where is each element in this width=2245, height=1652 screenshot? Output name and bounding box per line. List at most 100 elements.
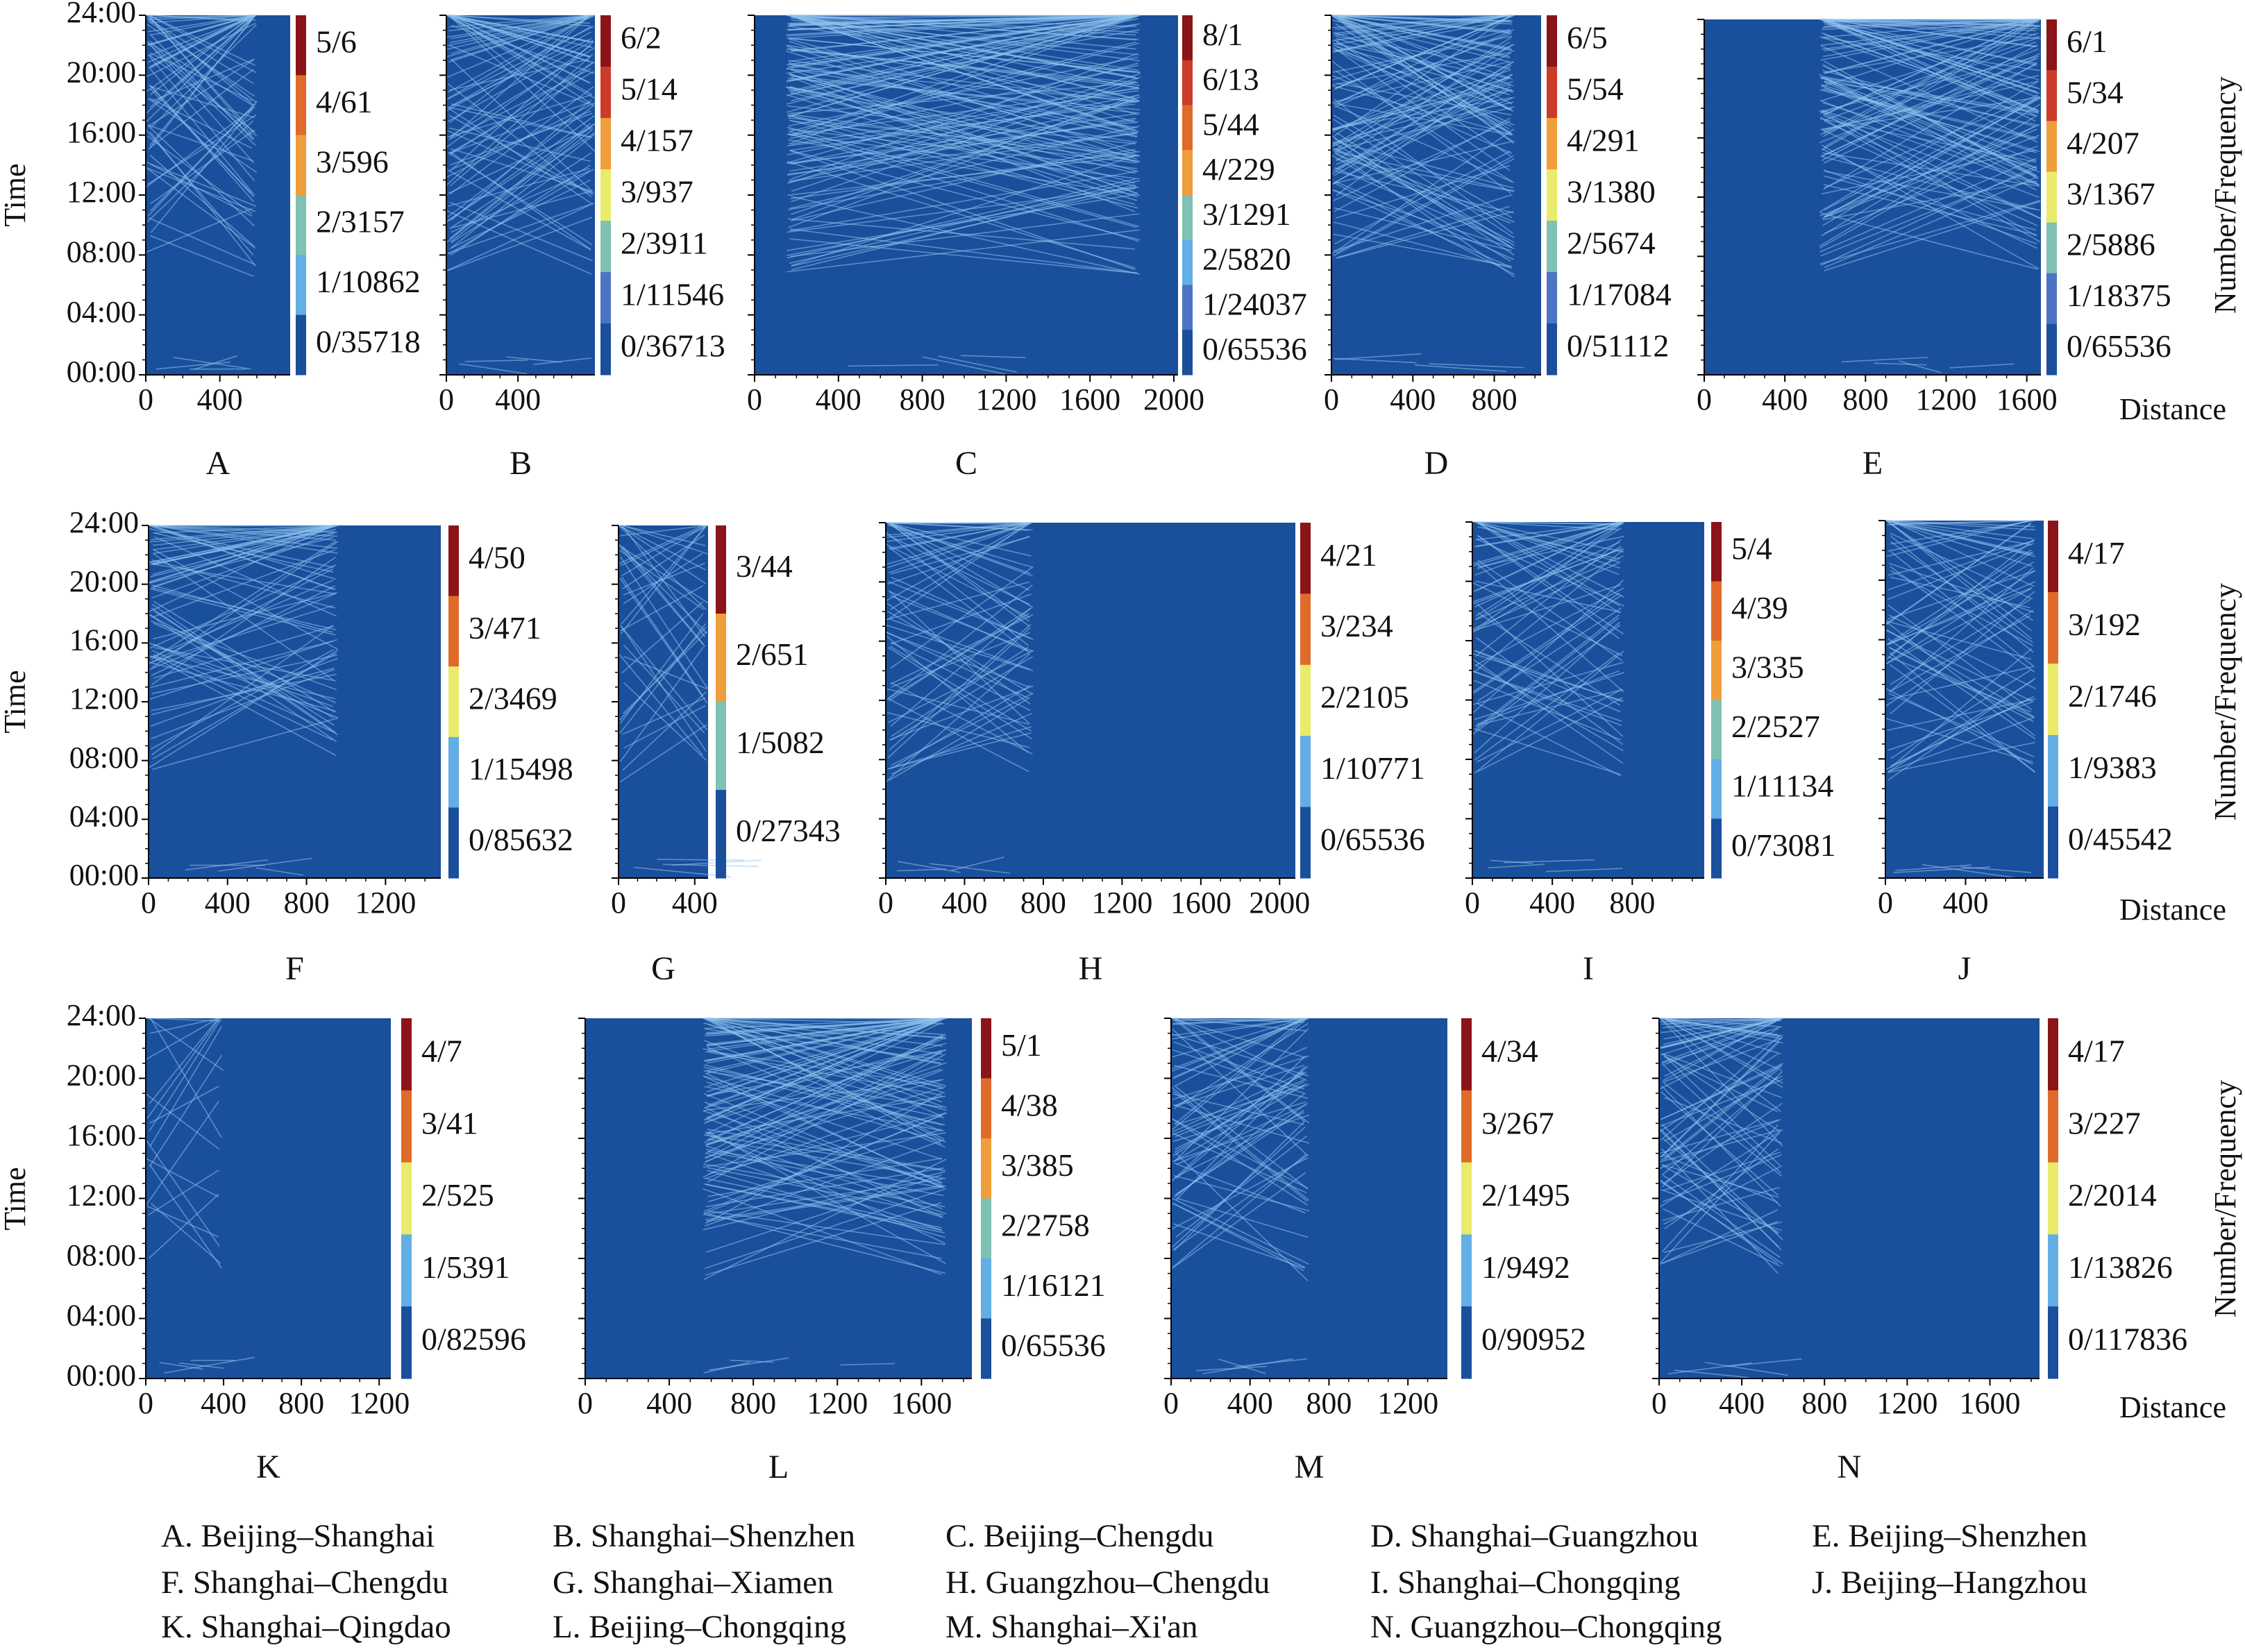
colorbar-segment [600, 118, 611, 170]
colorbar-segment [401, 1306, 412, 1379]
colorbar-label: 6/2 [621, 20, 662, 56]
colorbar-label: 2/2105 [1320, 680, 1409, 715]
x-tick-label: 800 [1306, 1386, 1352, 1420]
colorbar-title: Number/Frequency [2208, 583, 2242, 820]
colorbar-segment [1711, 582, 1722, 641]
colorbar-label: 5/4 [1731, 530, 1772, 566]
y-tick-label: 08:00 [69, 741, 139, 775]
panel-letter: G [651, 950, 675, 987]
colorbar-segment [716, 525, 726, 614]
colorbar-label: 3/44 [736, 548, 793, 584]
colorbar-label: 1/24037 [1202, 286, 1307, 321]
y-tick-label: 16:00 [69, 623, 139, 657]
colorbar-segment [401, 1090, 412, 1163]
y-tick-label: 08:00 [67, 235, 136, 269]
x-tick-label: 800 [278, 1386, 324, 1420]
panel-letter: K [256, 1449, 280, 1485]
colorbar-segment [2048, 735, 2058, 807]
colorbar-segment [296, 255, 306, 315]
x-tick-label: 800 [1609, 886, 1655, 920]
heatmap-background [446, 15, 595, 375]
colorbar-label: 3/1380 [1567, 174, 1656, 210]
route-legend-item: M. Shanghai–Xi'an [945, 1609, 1198, 1645]
route-legend-item: J. Beijing–Hangzhou [1812, 1565, 2087, 1601]
y-tick-label: 16:00 [67, 1118, 136, 1152]
panel-letter: F [285, 950, 304, 987]
panel-letter: B [510, 445, 532, 482]
colorbar-label: 1/5391 [421, 1249, 510, 1285]
colorbar-label: 1/18375 [2067, 278, 2171, 313]
x-tick-label: 800 [1842, 382, 1888, 416]
colorbar-label: 3/234 [1320, 608, 1393, 643]
y-axis-title: Time [0, 163, 32, 226]
colorbar-segment [1547, 15, 1557, 67]
colorbar-segment [296, 315, 306, 376]
colorbar-label: 5/44 [1202, 106, 1259, 142]
colorbar-segment [981, 1319, 991, 1379]
colorbar-segment [1547, 118, 1557, 170]
colorbar-label: 6/13 [1202, 62, 1259, 97]
colorbar-segment [448, 596, 459, 667]
y-tick-label: 24:00 [67, 998, 136, 1032]
colorbar-segment [448, 666, 459, 737]
colorbar-label: 4/17 [2068, 535, 2125, 571]
panel-letter: N [1838, 1449, 1862, 1485]
panel-letter: E [1863, 445, 1883, 482]
colorbar-segment [2046, 70, 2057, 121]
colorbar-segment [448, 807, 459, 878]
colorbar-segment [2048, 807, 2058, 879]
x-tick-label: 400 [941, 886, 987, 920]
colorbar-segment [2048, 521, 2058, 593]
x-tick-label: 1200 [1091, 886, 1152, 920]
colorbar-label: 2/2527 [1731, 709, 1820, 744]
colorbar-label: 3/1367 [2067, 176, 2155, 212]
colorbar-segment [1182, 15, 1193, 60]
colorbar-segment [1182, 195, 1193, 240]
colorbar-label: 6/5 [1567, 20, 1608, 56]
colorbar-segment [296, 195, 306, 255]
x-tick-label: 0 [1878, 886, 1893, 920]
colorbar-segment [981, 1079, 991, 1139]
colorbar-segment [2046, 223, 2057, 274]
colorbar-segment [296, 135, 306, 196]
colorbar-segment [2048, 1018, 2058, 1090]
colorbar-segment [600, 169, 611, 221]
colorbar-segment [600, 221, 611, 273]
colorbar-label: 3/267 [1481, 1105, 1554, 1140]
colorbar-segment [981, 1199, 991, 1259]
route-legend-item: A. Beijing–Shanghai [161, 1518, 435, 1554]
colorbar-label: 4/34 [1481, 1033, 1538, 1068]
x-tick-label: 1200 [348, 1386, 410, 1420]
y-tick-label: 08:00 [67, 1238, 136, 1272]
x-tick-label: 0 [439, 382, 454, 416]
colorbar-segment [600, 15, 611, 67]
colorbar-label: 2/651 [736, 637, 809, 672]
x-tick-label: 2000 [1249, 886, 1310, 920]
colorbar-label: 2/5886 [2067, 227, 2155, 262]
x-tick-label: 400 [816, 382, 861, 416]
colorbar-label: 2/3157 [316, 204, 405, 239]
colorbar-segment [296, 15, 306, 76]
y-tick-label: 04:00 [69, 799, 139, 833]
colorbar-label: 0/65536 [1001, 1327, 1106, 1363]
colorbar-segment [2046, 19, 2057, 71]
colorbar-segment [2048, 1234, 2058, 1306]
route-legend-item: E. Beijing–Shenzhen [1812, 1518, 2087, 1554]
heatmap-background [149, 525, 441, 878]
y-tick-label: 20:00 [67, 55, 136, 89]
colorbar-label: 0/65536 [1320, 821, 1425, 857]
route-legend-item: B. Shanghai–Shenzhen [553, 1518, 855, 1554]
x-tick-label: 0 [141, 886, 156, 920]
